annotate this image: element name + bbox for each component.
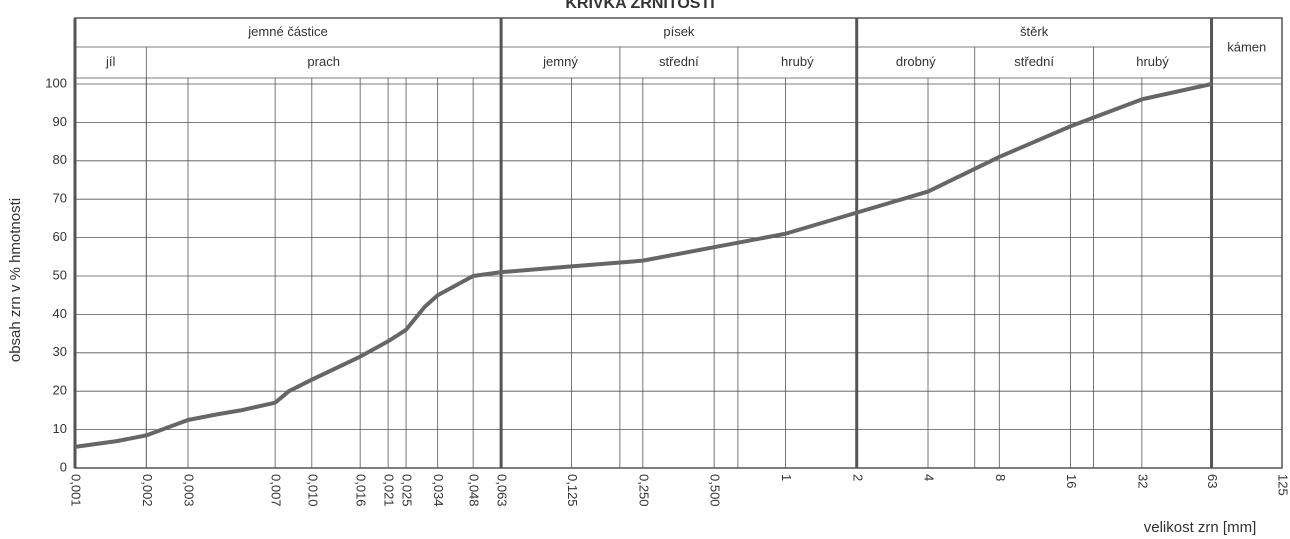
x-tick-label: 32 [1135,474,1150,488]
x-tick-label: 4 [922,474,937,481]
x-tick-label: 0,250 [636,474,651,507]
plot-frame [74,17,1283,469]
subzone-label: drobný [896,54,936,69]
y-tick-label: 100 [45,75,67,90]
subzone-label: hrubý [781,54,814,69]
subzone-label: střední [659,54,699,69]
x-tick-label: 0,010 [305,474,320,507]
x-tick-label: 8 [993,474,1008,481]
zone-label: jemné částice [247,24,327,39]
x-tick-label: 0,063 [495,474,510,507]
subzone-label: prach [307,54,340,69]
y-tick-label: 80 [53,152,67,167]
y-tick-label: 90 [53,114,67,129]
x-tick-label: 0,003 [182,474,197,507]
subzone-label: jíl [105,54,116,69]
grading-curve [74,82,1212,449]
x-tick-label: 0,125 [565,474,580,507]
x-tick-label: 0,025 [400,474,415,507]
y-tick-label: 0 [60,459,67,474]
y-tick-label: 60 [53,229,67,244]
x-tick-label: 0,002 [140,474,155,507]
x-tick-label: 1 [779,474,794,481]
y-axis-label: obsah zrn v % hmotnosti [7,198,24,362]
x-tick-label: 0,048 [467,474,482,507]
subzone-label: jemný [542,54,578,69]
x-tick-label: 0,021 [382,474,397,507]
zone-label: štěrk [1020,24,1049,39]
y-tick-label: 10 [53,421,67,436]
x-tick-label: 63 [1205,474,1220,488]
x-tick-label: 0,034 [431,474,446,507]
x-axis-label: velikost zrn [mm] [1144,519,1257,536]
y-tick-label: 50 [53,267,67,282]
y-tick-label: 40 [53,306,67,321]
x-tick-label: 0,001 [69,474,84,507]
zone-label: kámen [1227,39,1266,54]
y-tick-label: 20 [53,383,67,398]
y-tick-label: 30 [53,344,67,359]
x-tick-label: 0,500 [708,474,723,507]
subzone-label: hrubý [1136,54,1169,69]
x-tick-label: 0,007 [269,474,284,507]
x-tick-label: 2 [850,474,865,481]
x-tick-label: 0,016 [354,474,369,507]
x-tick-label: 125 [1276,474,1290,496]
y-tick-label: 70 [53,191,67,206]
chart-title: KŘIVKA ZRNITOSTI [565,0,714,12]
zone-label: písek [663,24,695,39]
subzone-label: střední [1014,54,1054,69]
x-tick-label: 16 [1064,474,1079,488]
